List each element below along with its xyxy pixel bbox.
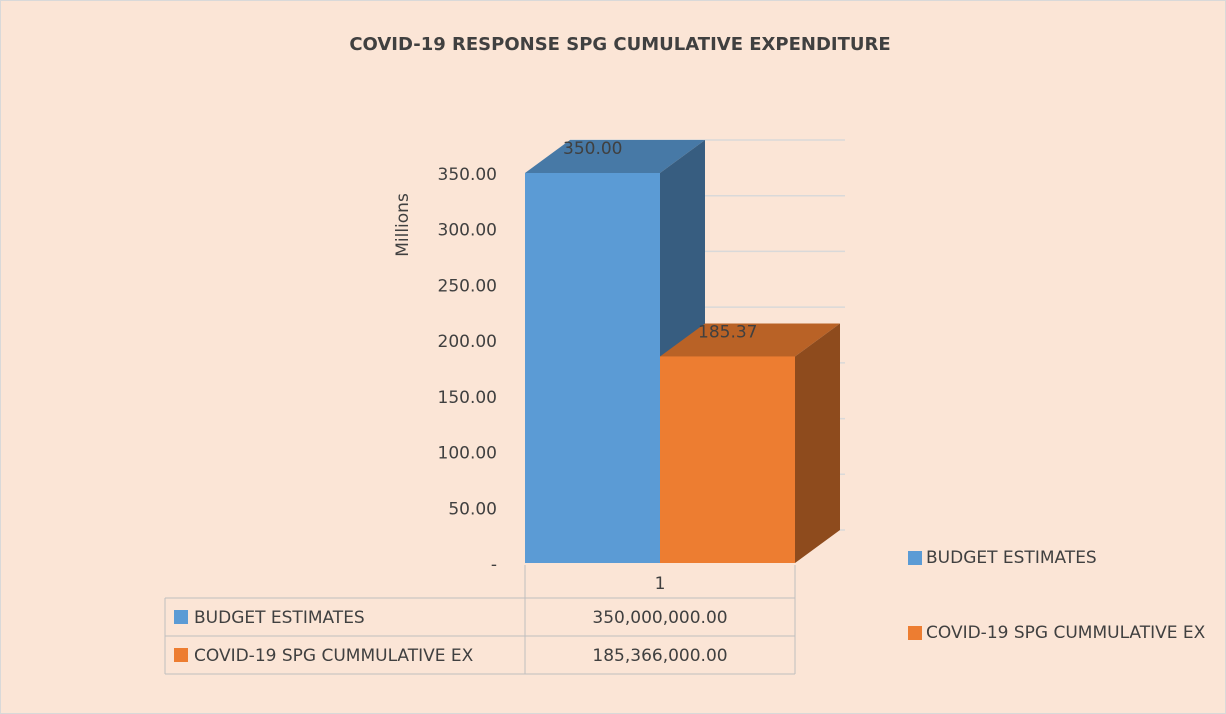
x-tick-label: 1 [655, 574, 666, 594]
table-series-name: COVID-19 SPG CUMMULATIVE EX [194, 646, 474, 666]
y-tick-label: 250.00 [438, 276, 497, 296]
legend-label: COVID-19 SPG CUMMULATIVE EX [926, 623, 1206, 643]
y-tick-label: 200.00 [438, 332, 497, 352]
bar [660, 356, 795, 563]
data-label: 350.00 [563, 139, 622, 159]
bar [525, 173, 660, 563]
legend-key [908, 551, 922, 565]
legend-key [908, 626, 922, 640]
y-tick-label: 350.00 [438, 165, 497, 185]
legend-item: COVID-19 SPG CUMMULATIVE EX [926, 623, 1206, 643]
y-tick-label: 50.00 [448, 499, 497, 519]
data-label: 185.37 [698, 322, 757, 342]
legend-item: BUDGET ESTIMATES [926, 548, 1097, 568]
bar-top [660, 323, 840, 357]
legend-label: BUDGET ESTIMATES [926, 548, 1097, 568]
bar-top [525, 140, 705, 173]
y-tick-label: 300.00 [438, 221, 497, 241]
y-tick-label: 100.00 [438, 444, 497, 464]
table-value: 350,000,000.00 [592, 608, 727, 628]
table-legend-key [174, 648, 188, 662]
bars: 350.00 185.37 [525, 139, 840, 563]
bar-side [795, 323, 840, 563]
table-series-name: BUDGET ESTIMATES [194, 608, 365, 628]
y-axis-label: Millions [393, 193, 413, 257]
y-tick-label: 150.00 [438, 388, 497, 408]
data-table: 1 BUDGET ESTIMATES 350,000,000.00 COVID-19 … [164, 565, 796, 675]
table-legend-key [174, 610, 188, 624]
y-tick-label: - [491, 555, 497, 575]
table-value: 185,366,000.00 [592, 646, 727, 666]
chart-title: COVID-19 RESPONSE SPG CUMULATIVE EXPENDI… [349, 34, 890, 55]
